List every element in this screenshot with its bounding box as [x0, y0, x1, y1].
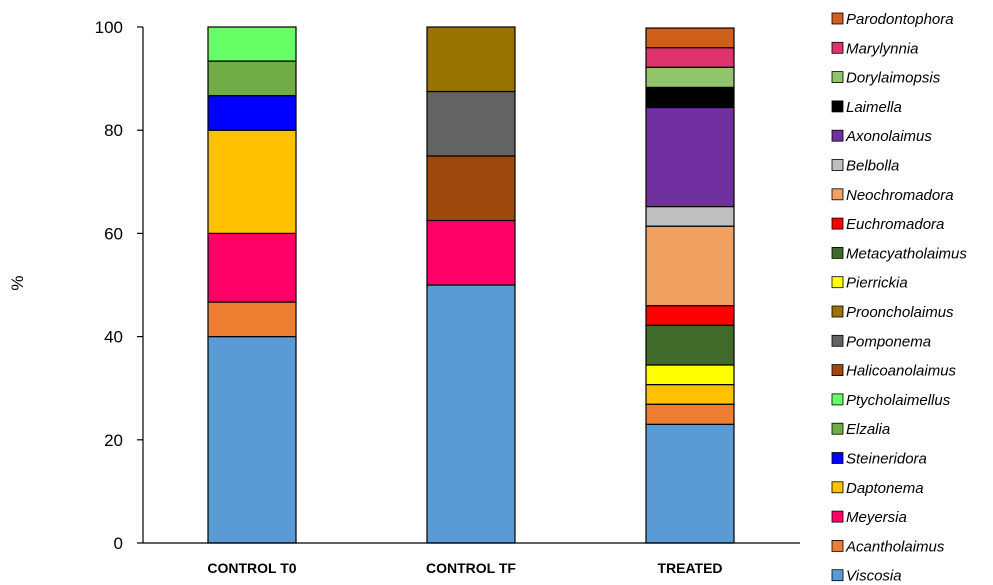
- legend-label: Marylynnia: [846, 40, 919, 57]
- legend-label: Parodontophora: [846, 11, 954, 28]
- legend: Parodontophora Marylynnia Dorylaimopsis Lai…: [831, 11, 967, 585]
- legend-swatch: [831, 540, 844, 552]
- legend-swatch: [831, 129, 844, 142]
- legend-swatch: [831, 246, 844, 259]
- x-category-label: CONTROL T0: [207, 560, 296, 576]
- bar-segment: [207, 129, 297, 234]
- legend-swatch: [831, 41, 844, 54]
- legend-swatch: [831, 422, 844, 435]
- legend-swatch: [831, 364, 844, 377]
- bar-segment: [207, 95, 297, 131]
- legend-label: Viscosia: [846, 568, 902, 585]
- x-category-label: TREATED: [657, 560, 722, 576]
- legend-swatch: [831, 188, 844, 201]
- legend-swatch: [831, 217, 844, 230]
- legend-label: Acantholaimus: [845, 538, 945, 555]
- legend-label: Dorylaimopsis: [846, 70, 941, 87]
- bars-group: [207, 26, 735, 544]
- legend-label: Pierrickia: [846, 275, 908, 292]
- bar-segment: [426, 284, 516, 544]
- legend-swatch: [831, 71, 844, 83]
- legend-swatch: [831, 510, 844, 523]
- bar-segment: [207, 60, 297, 97]
- bar-segment: [645, 66, 735, 88]
- legend-label: Meyersia: [846, 509, 907, 526]
- legend-label: Metacyatholaimus: [846, 245, 967, 262]
- y-tick-label: 60: [104, 224, 123, 243]
- legend-label: Prooncholaimus: [846, 304, 954, 321]
- bar-segment: [207, 336, 297, 544]
- bar-segment: [426, 155, 516, 222]
- bar-segment: [645, 383, 735, 405]
- bar-segment: [426, 26, 516, 93]
- bar-segment: [645, 86, 735, 109]
- bar-segment: [645, 403, 735, 425]
- legend-label: Euchromadora: [846, 216, 944, 233]
- legend-swatch: [831, 334, 844, 347]
- y-axis-label: %: [8, 275, 27, 290]
- bar-segment: [207, 301, 297, 338]
- y-tick-label: 100: [95, 18, 123, 37]
- legend-swatch: [831, 159, 844, 171]
- legend-swatch: [831, 100, 844, 113]
- bar-segment: [207, 232, 297, 303]
- bar-segment: [645, 47, 735, 68]
- y-tick-label: 80: [104, 121, 123, 140]
- bar-segment: [207, 26, 297, 62]
- bar-segment: [645, 106, 735, 208]
- legend-swatch: [831, 569, 844, 582]
- axes-group: 0 20 40 60 80 100 CONTROL T0 CONTROL TF TREATED%: [8, 18, 800, 576]
- bar-segment: [426, 90, 516, 157]
- legend-label: Daptonema: [846, 480, 924, 497]
- legend-label: Pomponema: [846, 333, 931, 350]
- legend-label: Halicoanolaimus: [846, 363, 957, 380]
- legend-label: Laimella: [846, 99, 902, 116]
- legend-swatch: [831, 12, 844, 25]
- y-tick-label: 40: [104, 328, 123, 347]
- legend-label: Elzalia: [846, 421, 890, 438]
- bar-segment: [645, 423, 735, 544]
- legend-label: Belbolla: [846, 158, 899, 175]
- legend-label: Ptycholaimellus: [846, 392, 951, 409]
- legend-swatch: [831, 481, 844, 494]
- legend-label: Neochromadora: [846, 187, 954, 204]
- bar-segment: [645, 205, 735, 227]
- y-tick-label: 20: [104, 431, 123, 450]
- legend-label: Axonolaimus: [845, 128, 932, 145]
- bar-segment: [645, 225, 735, 307]
- x-category-label: CONTROL TF: [426, 560, 516, 576]
- bar-segment: [645, 364, 735, 386]
- bar-segment: [645, 305, 735, 326]
- bar-segment: [645, 324, 735, 366]
- legend-swatch: [831, 393, 844, 406]
- y-tick-label: 0: [114, 534, 123, 553]
- legend-swatch: [831, 276, 844, 289]
- legend-swatch: [831, 452, 844, 464]
- bar-segment: [426, 219, 516, 286]
- legend-label: Steineridora: [846, 451, 927, 468]
- legend-swatch: [831, 305, 844, 318]
- bar-segment: [645, 27, 735, 49]
